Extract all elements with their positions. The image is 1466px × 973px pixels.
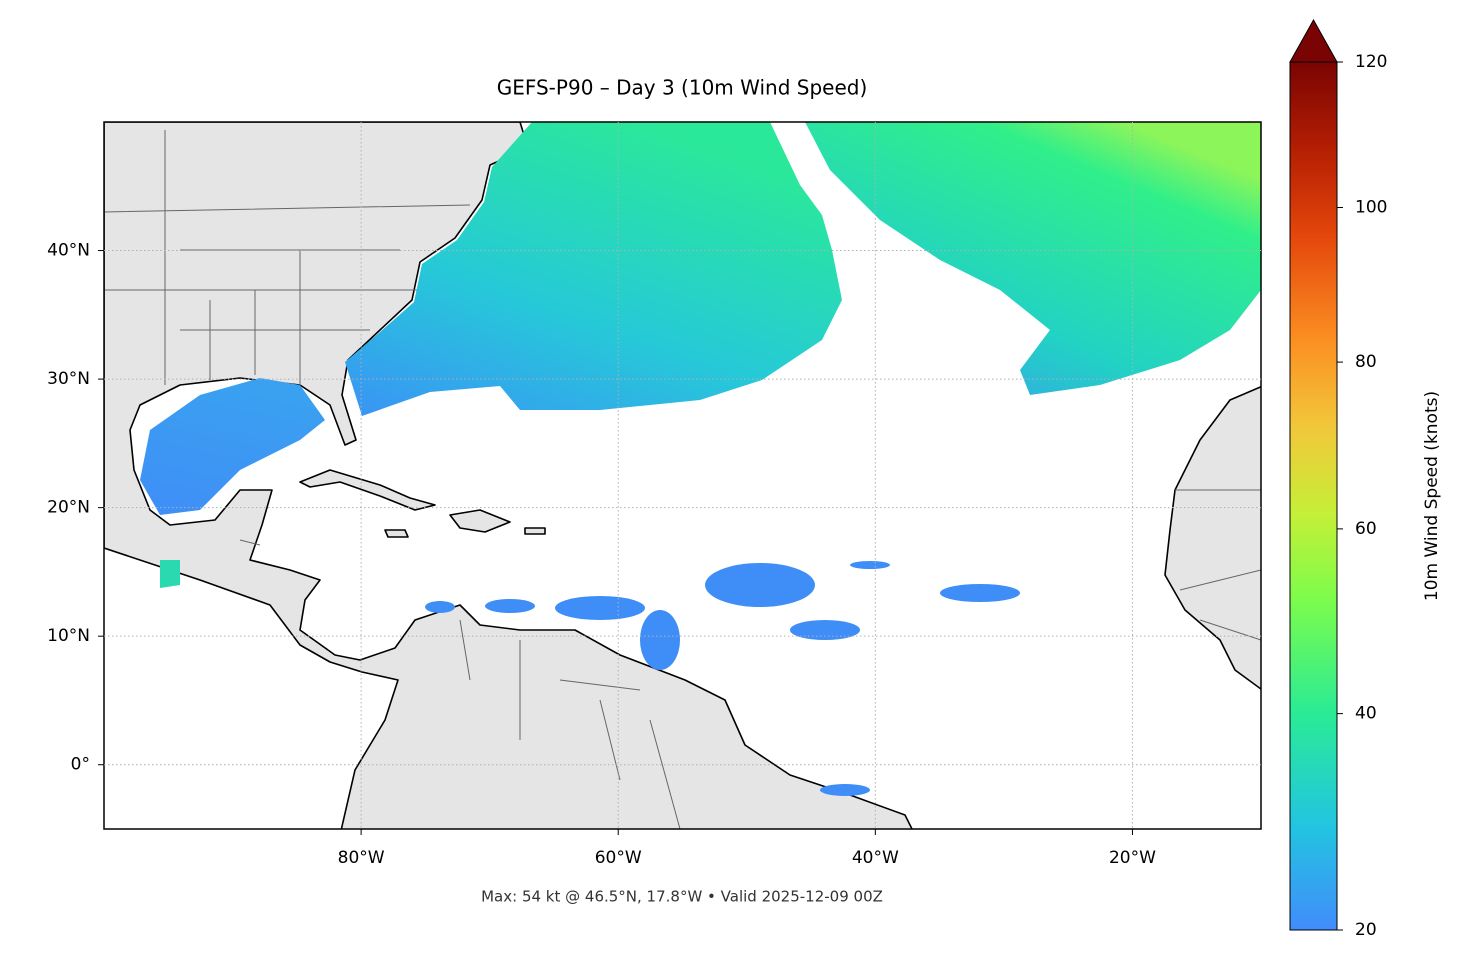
colorbar [1289, 61, 1338, 931]
x-tick-label: 20°W [1109, 848, 1156, 868]
wind-area [345, 122, 842, 416]
jamaica [384, 529, 409, 538]
y-tick-label: 0° [71, 755, 90, 775]
wind-area [805, 122, 1261, 395]
map [104, 122, 1261, 829]
colorbar-tick-label: 40 [1355, 704, 1377, 724]
colorbar-tick-label: 80 [1355, 352, 1377, 372]
chart-title: GEFS-P90 – Day 3 (10m Wind Speed) [497, 76, 868, 100]
colorbar-tick-label: 20 [1355, 920, 1377, 940]
x-tick-label: 60°W [595, 848, 642, 868]
borders [104, 130, 1261, 829]
y-tick-label: 20°N [47, 498, 90, 518]
colorbar-extend [1289, 18, 1338, 63]
map-frame [103, 121, 1262, 830]
wind-area [160, 560, 180, 588]
y-tick-label: 10°N [47, 626, 90, 646]
wind-patches [425, 561, 1020, 796]
americas [104, 122, 913, 829]
colorbar-tick-label: 120 [1355, 52, 1387, 72]
wind-area [140, 378, 325, 515]
puerto-rico [524, 527, 546, 535]
y-tick-label: 40°N [47, 241, 90, 261]
colorbar-tick-label: 60 [1355, 519, 1377, 539]
africa [1164, 385, 1261, 691]
colorbar-label: 10m Wind Speed (knots) [1422, 391, 1442, 601]
footnote: Max: 54 kt @ 46.5°N, 17.8°W • Valid 2025… [481, 888, 883, 906]
y-tick-label: 30°N [47, 369, 90, 389]
colorbar-tick-label: 100 [1355, 198, 1387, 218]
cuba [299, 469, 436, 511]
x-tick-label: 40°W [852, 848, 899, 868]
x-tick-label: 80°W [338, 848, 385, 868]
hispaniola [449, 509, 511, 533]
